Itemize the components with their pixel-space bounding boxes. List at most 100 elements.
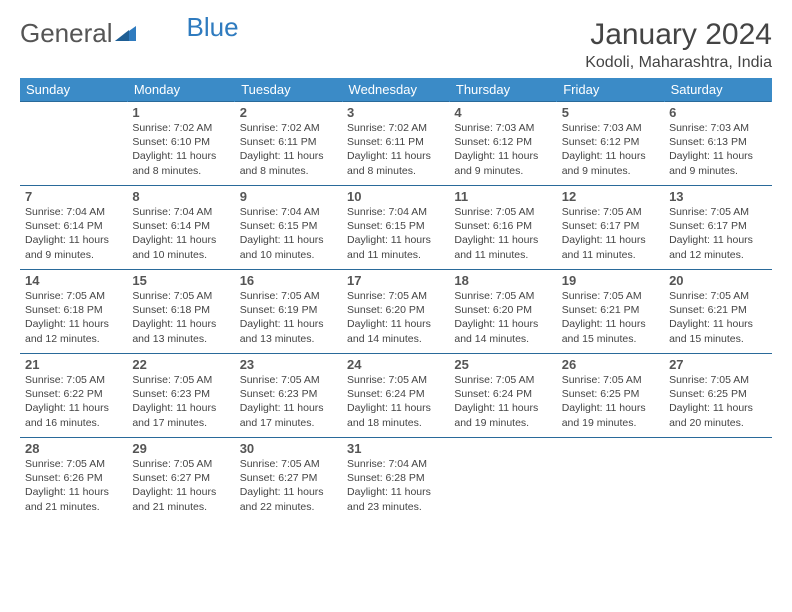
day-details: Sunrise: 7:05 AMSunset: 6:24 PMDaylight:… (347, 373, 444, 430)
day-cell: 29Sunrise: 7:05 AMSunset: 6:27 PMDayligh… (127, 438, 234, 522)
day-number: 12 (562, 189, 659, 204)
day-details: Sunrise: 7:05 AMSunset: 6:19 PMDaylight:… (240, 289, 337, 346)
day-cell: 31Sunrise: 7:04 AMSunset: 6:28 PMDayligh… (342, 438, 449, 522)
dayname-tuesday: Tuesday (235, 78, 342, 102)
day-cell: 10Sunrise: 7:04 AMSunset: 6:15 PMDayligh… (342, 186, 449, 270)
day-details: Sunrise: 7:02 AMSunset: 6:11 PMDaylight:… (347, 121, 444, 178)
day-details: Sunrise: 7:05 AMSunset: 6:26 PMDaylight:… (25, 457, 122, 514)
day-cell: 21Sunrise: 7:05 AMSunset: 6:22 PMDayligh… (20, 354, 127, 438)
day-number: 17 (347, 273, 444, 288)
dayname-friday: Friday (557, 78, 664, 102)
day-details: Sunrise: 7:03 AMSunset: 6:13 PMDaylight:… (669, 121, 766, 178)
day-number: 10 (347, 189, 444, 204)
week-row: 28Sunrise: 7:05 AMSunset: 6:26 PMDayligh… (20, 438, 772, 522)
day-number: 24 (347, 357, 444, 372)
day-details: Sunrise: 7:04 AMSunset: 6:14 PMDaylight:… (25, 205, 122, 262)
day-cell: 14Sunrise: 7:05 AMSunset: 6:18 PMDayligh… (20, 270, 127, 354)
empty-cell (20, 102, 127, 186)
day-cell: 16Sunrise: 7:05 AMSunset: 6:19 PMDayligh… (235, 270, 342, 354)
calendar-header-row: SundayMondayTuesdayWednesdayThursdayFrid… (20, 78, 772, 102)
day-details: Sunrise: 7:05 AMSunset: 6:18 PMDaylight:… (25, 289, 122, 346)
day-number: 27 (669, 357, 766, 372)
day-number: 23 (240, 357, 337, 372)
day-number: 1 (132, 105, 229, 120)
month-title: January 2024 (585, 18, 772, 52)
day-cell: 4Sunrise: 7:03 AMSunset: 6:12 PMDaylight… (449, 102, 556, 186)
dayname-sunday: Sunday (20, 78, 127, 102)
day-details: Sunrise: 7:05 AMSunset: 6:21 PMDaylight:… (669, 289, 766, 346)
day-cell: 6Sunrise: 7:03 AMSunset: 6:13 PMDaylight… (664, 102, 771, 186)
day-number: 29 (132, 441, 229, 456)
day-number: 26 (562, 357, 659, 372)
day-number: 22 (132, 357, 229, 372)
day-number: 30 (240, 441, 337, 456)
day-number: 16 (240, 273, 337, 288)
day-number: 31 (347, 441, 444, 456)
day-number: 5 (562, 105, 659, 120)
dayname-thursday: Thursday (449, 78, 556, 102)
logo-triangle-icon (115, 18, 137, 49)
day-details: Sunrise: 7:04 AMSunset: 6:15 PMDaylight:… (240, 205, 337, 262)
week-row: 7Sunrise: 7:04 AMSunset: 6:14 PMDaylight… (20, 186, 772, 270)
day-details: Sunrise: 7:05 AMSunset: 6:18 PMDaylight:… (132, 289, 229, 346)
day-number: 2 (240, 105, 337, 120)
day-number: 20 (669, 273, 766, 288)
day-number: 8 (132, 189, 229, 204)
day-details: Sunrise: 7:05 AMSunset: 6:20 PMDaylight:… (347, 289, 444, 346)
day-cell: 13Sunrise: 7:05 AMSunset: 6:17 PMDayligh… (664, 186, 771, 270)
day-details: Sunrise: 7:05 AMSunset: 6:27 PMDaylight:… (132, 457, 229, 514)
location-text: Kodoli, Maharashtra, India (585, 54, 772, 72)
day-details: Sunrise: 7:05 AMSunset: 6:24 PMDaylight:… (454, 373, 551, 430)
day-number: 9 (240, 189, 337, 204)
day-details: Sunrise: 7:02 AMSunset: 6:10 PMDaylight:… (132, 121, 229, 178)
day-details: Sunrise: 7:05 AMSunset: 6:27 PMDaylight:… (240, 457, 337, 514)
day-details: Sunrise: 7:03 AMSunset: 6:12 PMDaylight:… (454, 121, 551, 178)
day-details: Sunrise: 7:05 AMSunset: 6:25 PMDaylight:… (669, 373, 766, 430)
day-number: 18 (454, 273, 551, 288)
empty-cell (449, 438, 556, 522)
day-cell: 7Sunrise: 7:04 AMSunset: 6:14 PMDaylight… (20, 186, 127, 270)
day-cell: 5Sunrise: 7:03 AMSunset: 6:12 PMDaylight… (557, 102, 664, 186)
day-number: 6 (669, 105, 766, 120)
day-details: Sunrise: 7:05 AMSunset: 6:23 PMDaylight:… (240, 373, 337, 430)
title-block: January 2024 Kodoli, Maharashtra, India (585, 18, 772, 72)
day-cell: 28Sunrise: 7:05 AMSunset: 6:26 PMDayligh… (20, 438, 127, 522)
day-details: Sunrise: 7:04 AMSunset: 6:15 PMDaylight:… (347, 205, 444, 262)
day-cell: 24Sunrise: 7:05 AMSunset: 6:24 PMDayligh… (342, 354, 449, 438)
day-number: 25 (454, 357, 551, 372)
week-row: 21Sunrise: 7:05 AMSunset: 6:22 PMDayligh… (20, 354, 772, 438)
day-details: Sunrise: 7:05 AMSunset: 6:17 PMDaylight:… (562, 205, 659, 262)
day-cell: 12Sunrise: 7:05 AMSunset: 6:17 PMDayligh… (557, 186, 664, 270)
day-cell: 22Sunrise: 7:05 AMSunset: 6:23 PMDayligh… (127, 354, 234, 438)
day-cell: 18Sunrise: 7:05 AMSunset: 6:20 PMDayligh… (449, 270, 556, 354)
day-number: 21 (25, 357, 122, 372)
logo: General Blue (20, 18, 239, 49)
day-number: 4 (454, 105, 551, 120)
day-details: Sunrise: 7:05 AMSunset: 6:16 PMDaylight:… (454, 205, 551, 262)
day-number: 3 (347, 105, 444, 120)
day-details: Sunrise: 7:05 AMSunset: 6:20 PMDaylight:… (454, 289, 551, 346)
day-details: Sunrise: 7:05 AMSunset: 6:17 PMDaylight:… (669, 205, 766, 262)
day-cell: 27Sunrise: 7:05 AMSunset: 6:25 PMDayligh… (664, 354, 771, 438)
logo-text-1: General (20, 18, 113, 49)
day-cell: 26Sunrise: 7:05 AMSunset: 6:25 PMDayligh… (557, 354, 664, 438)
day-number: 14 (25, 273, 122, 288)
day-details: Sunrise: 7:05 AMSunset: 6:21 PMDaylight:… (562, 289, 659, 346)
day-number: 19 (562, 273, 659, 288)
day-cell: 19Sunrise: 7:05 AMSunset: 6:21 PMDayligh… (557, 270, 664, 354)
day-cell: 23Sunrise: 7:05 AMSunset: 6:23 PMDayligh… (235, 354, 342, 438)
day-details: Sunrise: 7:05 AMSunset: 6:25 PMDaylight:… (562, 373, 659, 430)
day-details: Sunrise: 7:04 AMSunset: 6:28 PMDaylight:… (347, 457, 444, 514)
day-cell: 2Sunrise: 7:02 AMSunset: 6:11 PMDaylight… (235, 102, 342, 186)
day-cell: 20Sunrise: 7:05 AMSunset: 6:21 PMDayligh… (664, 270, 771, 354)
day-cell: 30Sunrise: 7:05 AMSunset: 6:27 PMDayligh… (235, 438, 342, 522)
day-cell: 11Sunrise: 7:05 AMSunset: 6:16 PMDayligh… (449, 186, 556, 270)
day-cell: 17Sunrise: 7:05 AMSunset: 6:20 PMDayligh… (342, 270, 449, 354)
calendar-body: 1Sunrise: 7:02 AMSunset: 6:10 PMDaylight… (20, 102, 772, 522)
day-cell: 9Sunrise: 7:04 AMSunset: 6:15 PMDaylight… (235, 186, 342, 270)
header: General Blue January 2024 Kodoli, Mahara… (20, 18, 772, 72)
day-details: Sunrise: 7:04 AMSunset: 6:14 PMDaylight:… (132, 205, 229, 262)
day-details: Sunrise: 7:02 AMSunset: 6:11 PMDaylight:… (240, 121, 337, 178)
day-details: Sunrise: 7:03 AMSunset: 6:12 PMDaylight:… (562, 121, 659, 178)
day-cell: 15Sunrise: 7:05 AMSunset: 6:18 PMDayligh… (127, 270, 234, 354)
